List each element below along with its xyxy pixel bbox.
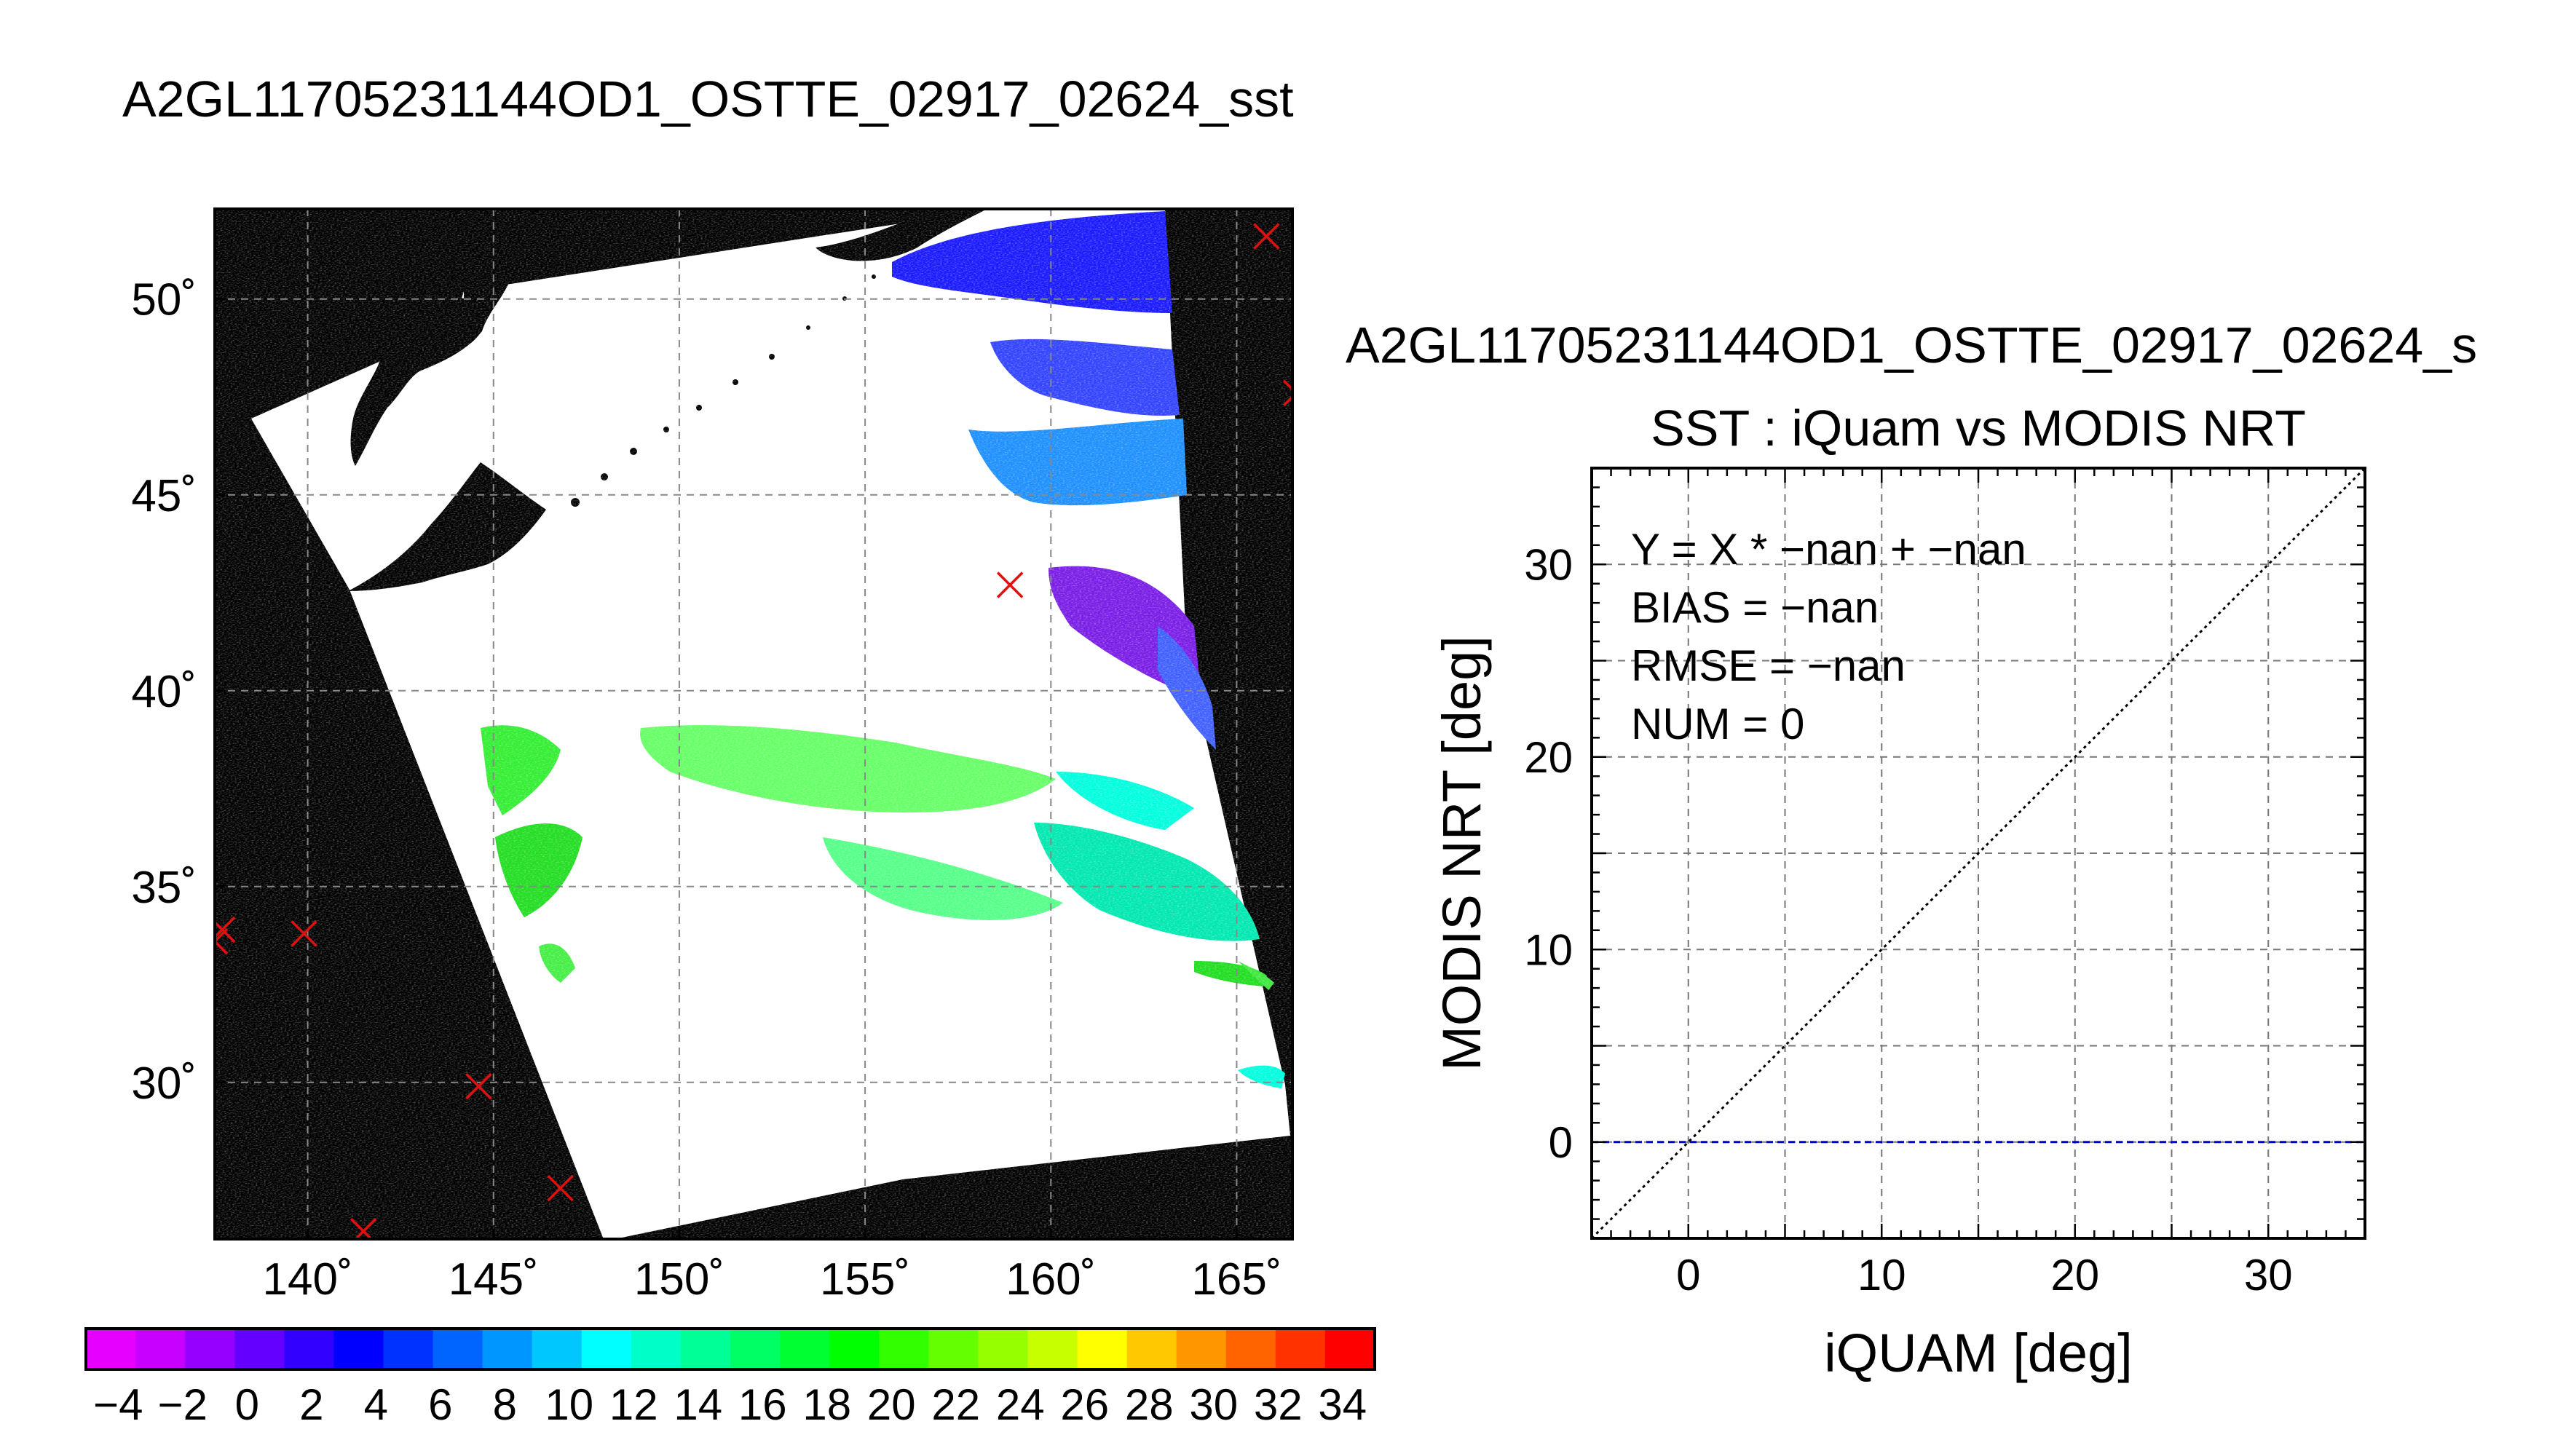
y-tick-label: 10 — [1524, 925, 1573, 974]
lat-tick-label: 50˚ — [131, 275, 197, 325]
station-marker — [996, 571, 1024, 598]
colorbar-tick-label: 16 — [738, 1380, 787, 1429]
colorbar-cell — [680, 1329, 731, 1369]
colorbar-tick-label: 32 — [1254, 1380, 1303, 1429]
colorbar-cell — [333, 1329, 384, 1369]
lon-tick-label: 160˚ — [1006, 1254, 1096, 1305]
colorbar-cell — [135, 1329, 186, 1369]
stats-box: Y = X * −nan + −nan BIAS = −nan RMSE = −na… — [1631, 525, 2026, 748]
reference-lines — [1592, 468, 2365, 1238]
lat-tick-label: 30˚ — [131, 1059, 197, 1109]
colorbar-cell — [1027, 1329, 1078, 1369]
tick-labels: 0 10 20 30 0 10 20 30 — [1524, 540, 2292, 1299]
station-marker — [350, 1218, 377, 1239]
y-tick-label: 0 — [1549, 1118, 1573, 1167]
lon-tick-label: 140˚ — [263, 1254, 353, 1305]
colorbar-tick-label: 24 — [996, 1380, 1045, 1429]
colorbar-cell — [1324, 1329, 1375, 1369]
colorbar-tick-label: 14 — [674, 1380, 722, 1429]
colorbar-tick-label: 34 — [1318, 1380, 1367, 1429]
colorbar-cell — [928, 1329, 979, 1369]
colorbar-tick-label: 22 — [931, 1380, 980, 1429]
colorbar-tick-label: 8 — [493, 1380, 517, 1429]
colorbar-tick-label: 6 — [428, 1380, 452, 1429]
sst-map: 140˚ 145˚ 150˚ 155˚ 160˚ 165˚ 50˚ 45˚ 40˚ 35˚ 30˚ — [131, 207, 1294, 1305]
stat-line: Y = X * −nan + −nan — [1631, 525, 2026, 574]
colorbar-cell — [1275, 1329, 1326, 1369]
scatter-title: SST : iQuam vs MODIS NRT — [1651, 400, 2306, 456]
station-marker — [1282, 379, 1292, 407]
colorbar-cell — [730, 1329, 781, 1369]
colorbar-tick-label: −2 — [158, 1380, 208, 1429]
lat-tick-label: 35˚ — [131, 863, 197, 913]
colorbar-tick-label: 30 — [1189, 1380, 1238, 1429]
stat-line: NUM = 0 — [1631, 700, 1804, 748]
pixel-noise — [215, 209, 1292, 1239]
plot-frame — [1590, 467, 2366, 1240]
colorbar-cell — [780, 1329, 830, 1369]
colorbar-tick-label: 10 — [545, 1380, 593, 1429]
colorbar-cell — [1225, 1329, 1276, 1369]
colorbar-tick-label: 26 — [1060, 1380, 1109, 1429]
colorbar-tick-label: 18 — [802, 1380, 851, 1429]
colorbar-cell — [879, 1329, 929, 1369]
colorbar-cell — [284, 1329, 334, 1369]
lat-tick-label: 45˚ — [131, 471, 197, 521]
colorbar-cell — [1126, 1329, 1177, 1369]
y-tick-label: 20 — [1524, 733, 1573, 782]
colorbar-cell — [1176, 1329, 1227, 1369]
x-tick-label: 20 — [2050, 1251, 2099, 1299]
x-tick-label: 30 — [2244, 1251, 2293, 1299]
colorbar-cell — [532, 1329, 583, 1369]
lon-tick-label: 165˚ — [1191, 1254, 1282, 1305]
colorbar-tick-label: 2 — [299, 1380, 323, 1429]
lon-tick-label: 155˚ — [820, 1254, 910, 1305]
y-tick-label: 30 — [1524, 540, 1573, 589]
station-marker — [465, 1072, 492, 1100]
lon-tick-label: 150˚ — [634, 1254, 724, 1305]
station-marker — [291, 920, 317, 947]
colorbar-tick-label: 4 — [364, 1380, 388, 1429]
map-markers — [215, 223, 1292, 1239]
colorbar-cell — [1077, 1329, 1128, 1369]
lat-tick-label: 40˚ — [131, 667, 197, 717]
colorbar-tick-label: 28 — [1125, 1380, 1174, 1429]
colorbar-tick-label: 0 — [235, 1380, 259, 1429]
scatter-heading: A2GL11705231144OD1_OSTTE_02917_02624_s — [1346, 317, 2477, 373]
lon-tick-label: 145˚ — [449, 1254, 539, 1305]
colorbar-cell — [86, 1329, 136, 1369]
map-title: A2GL11705231144OD1_OSTTE_02917_02624_sst — [122, 71, 1294, 127]
colorbar-tick-label: 12 — [609, 1380, 658, 1429]
colorbar-cell — [581, 1329, 632, 1369]
station-marker — [215, 916, 236, 943]
colorbar-cell — [482, 1329, 533, 1369]
station-marker — [547, 1174, 574, 1202]
map-frame — [213, 207, 1294, 1241]
map-grid — [215, 209, 1292, 1239]
station-marker — [215, 927, 229, 955]
x-axis-label: iQUAM [deg] — [1824, 1323, 2133, 1383]
colorbar-frame — [84, 1327, 1376, 1371]
colorbar-cell — [978, 1329, 1029, 1369]
colorbar: −4 −2 0 2 4 6 8 10 12 14 16 18 20 22 24 26 28 30 32 34 — [84, 1327, 1376, 1429]
colorbar-tick-label: 20 — [867, 1380, 916, 1429]
colorbar-cell — [234, 1329, 285, 1369]
map-axis-labels: 140˚ 145˚ 150˚ 155˚ 160˚ 165˚ 50˚ 45˚ 40˚ 35˚ 30˚ — [131, 275, 1282, 1305]
y-axis-label: MODIS NRT [deg] — [1431, 636, 1492, 1071]
colorbar-cell — [829, 1329, 880, 1369]
colorbar-cell — [631, 1329, 682, 1369]
x-tick-label: 0 — [1676, 1251, 1700, 1299]
stat-line: RMSE = −nan — [1631, 641, 1906, 690]
colorbar-cell — [383, 1329, 434, 1369]
station-marker — [1253, 223, 1280, 250]
x-tick-label: 10 — [1857, 1251, 1906, 1299]
stat-line: BIAS = −nan — [1631, 583, 1879, 632]
colorbar-cell — [433, 1329, 483, 1369]
colorbar-tick-label: −4 — [93, 1380, 143, 1429]
identity-line — [1592, 468, 2365, 1238]
colorbar-cell — [185, 1329, 235, 1369]
scatter-plot: 0 10 20 30 0 10 20 30 Y = X * −nan + −nan BIAS =… — [1524, 467, 2366, 1299]
